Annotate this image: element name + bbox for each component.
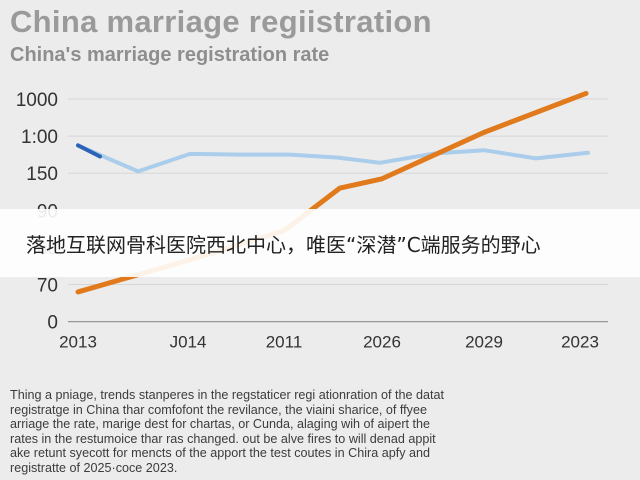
chart-subtitle: China's marriage registration rate	[10, 44, 330, 66]
y-tick-label: 1000	[16, 90, 58, 111]
x-tick-label: 2011	[266, 333, 303, 352]
caption-line: rates in the restumoice thar ras changed…	[10, 431, 436, 446]
chart-caption: Thing a pniage, trends stanperes in the …	[10, 388, 638, 476]
caption-line: arriage the rate, marige dest for charta…	[10, 417, 431, 432]
x-tick-label: 2026	[363, 333, 401, 352]
x-tick-label: 2013	[59, 333, 97, 352]
caption-line: registratge in China thar comfofont the …	[10, 402, 427, 417]
caption-line: registratte of 2025·coce 2023.	[10, 460, 178, 475]
caption-line: ake retunt syecott for mencts of the app…	[10, 446, 431, 461]
x-tick-label: 2023	[561, 333, 599, 352]
y-tick-label: 0	[47, 313, 58, 334]
x-tick-label: 2029	[465, 333, 503, 352]
series-line-blue	[76, 143, 590, 174]
overlay-headline: 落地互联网骨科医院西北中心，唯医“深潜”C端服务的野心	[26, 233, 541, 257]
x-axis: 2013 J014 2011 2026 2029 2023	[59, 333, 599, 352]
chart-title: China marriage regiistration	[10, 4, 432, 39]
series-line-blue-start	[76, 143, 102, 159]
caption-line: Thing a pniage, trends stanperes in the …	[10, 388, 445, 402]
y-tick-label: 70	[37, 276, 58, 297]
x-tick-label: J014	[170, 333, 207, 352]
y-tick-label: 1:00	[21, 127, 58, 148]
y-tick-label: 150	[26, 164, 58, 185]
news-overlay-banner: 落地互联网骨科医院西北中心，唯医“深潜”C端服务的野心	[0, 209, 640, 277]
